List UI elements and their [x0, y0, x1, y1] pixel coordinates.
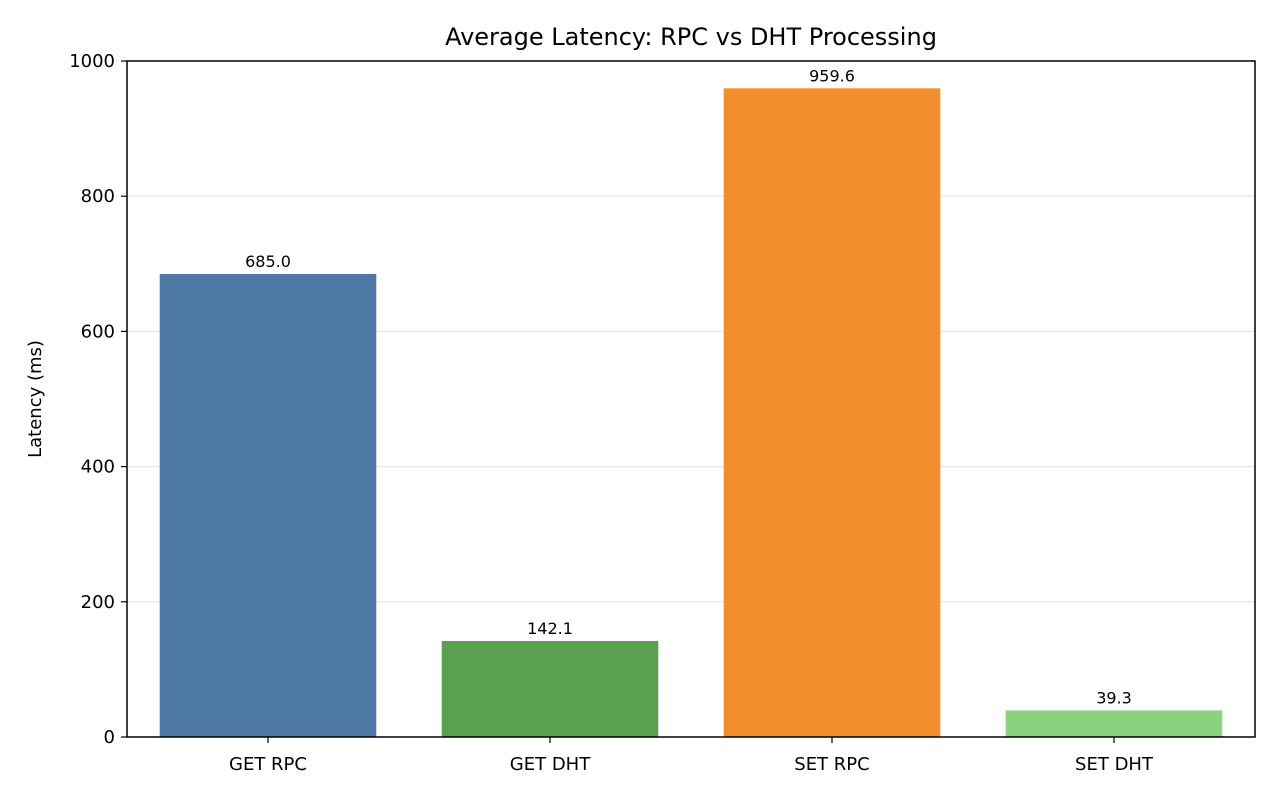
bar-value-label: 685.0: [245, 252, 291, 271]
bar: [441, 640, 659, 737]
plot-frame: [126, 60, 1256, 738]
x-tick-label: GET RPC: [229, 754, 307, 775]
y-tick-label: 800: [81, 186, 115, 207]
bar-value-label: 142.1: [527, 619, 573, 638]
chart-title: Average Latency: RPC vs DHT Processing: [445, 23, 937, 51]
y-axis-label: Latency (ms): [25, 340, 46, 458]
y-tick-label: 0: [104, 727, 115, 748]
y-tick-label: 400: [81, 457, 115, 478]
bar-value-label: 959.6: [809, 66, 855, 85]
axes: 0 200 400 600 800 1000 GET RPC GET DHT SET RPC SE…: [69, 51, 1154, 775]
x-tick-label: SET DHT: [1075, 754, 1154, 775]
bar: [159, 273, 377, 737]
y-tick-label: 1000: [69, 51, 115, 72]
data-labels: 685.0 142.1 959.6 39.3: [245, 66, 1132, 707]
bar: [723, 88, 941, 737]
bar: [1005, 710, 1223, 737]
x-tick-label: SET RPC: [794, 754, 869, 775]
bar-value-label: 39.3: [1096, 688, 1132, 707]
x-tick-label: GET DHT: [510, 754, 591, 775]
y-tick-label: 200: [81, 592, 115, 613]
bars: [159, 88, 1223, 737]
y-tick-label: 600: [81, 321, 115, 342]
